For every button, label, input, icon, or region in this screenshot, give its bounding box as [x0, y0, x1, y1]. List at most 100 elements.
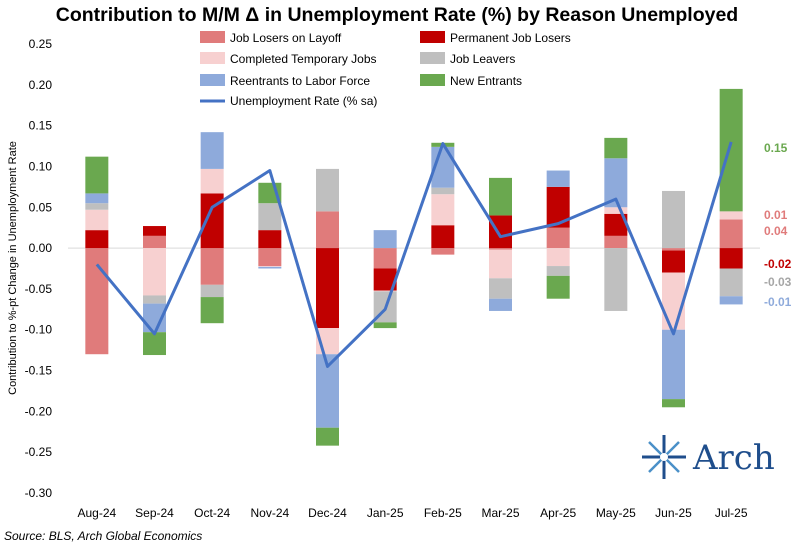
bar-segment	[719, 248, 743, 269]
bar-segment	[258, 230, 282, 249]
bar-segment	[373, 268, 397, 291]
legend-swatch	[200, 74, 225, 86]
legend-label: Reentrants to Labor Force	[230, 74, 370, 88]
y-tick-label: -0.25	[25, 445, 53, 459]
bar-segment	[143, 226, 166, 236]
x-tick-label: Jun-25	[655, 506, 692, 520]
bar-segment	[316, 427, 339, 446]
bar-segment	[719, 219, 743, 249]
unemployment-rate-line	[95, 141, 733, 368]
bar-segment	[373, 230, 397, 249]
bar-segment	[546, 248, 570, 267]
bar-segment	[373, 290, 397, 292]
bar-segment	[258, 266, 282, 269]
end-value-label: -0.03	[764, 275, 792, 289]
bar-segment	[662, 272, 685, 330]
legend-label: Job Leavers	[450, 52, 515, 66]
bar-segment	[489, 248, 512, 250]
y-tick-label: -0.20	[25, 404, 53, 418]
logo-text: Arch	[692, 438, 775, 478]
end-value-label: -0.02	[764, 257, 792, 271]
bar-segment	[316, 354, 339, 428]
bar-segment	[431, 225, 455, 249]
x-tick-label: Nov-24	[250, 506, 289, 520]
bar-segment	[546, 227, 570, 249]
x-tick-label: Feb-25	[424, 506, 462, 520]
y-tick-label: 0.10	[29, 159, 53, 173]
legend-label: Unemployment Rate (% sa)	[230, 94, 377, 108]
bar-segment	[604, 158, 628, 208]
legend-swatch	[200, 31, 225, 43]
chart-title: Contribution to M/M Δ in Unemployment Ra…	[56, 4, 738, 26]
bars	[85, 88, 743, 446]
bar-segment	[489, 298, 512, 311]
y-tick-label: 0.00	[29, 241, 53, 255]
legend-swatch	[420, 31, 445, 43]
x-tick-label: Apr-25	[540, 506, 576, 520]
bar-segment	[489, 215, 512, 249]
x-tick-label: Aug-24	[77, 506, 116, 520]
bar-segment	[662, 250, 685, 273]
end-value-label: 0.15	[764, 141, 788, 155]
y-tick-label: -0.05	[25, 282, 53, 296]
x-tick-label: Dec-24	[308, 506, 347, 520]
bar-segment	[316, 168, 339, 212]
bar-segment	[546, 266, 570, 276]
bar-segment	[85, 230, 109, 249]
bar-segment	[546, 170, 570, 187]
bar-segment	[85, 248, 109, 355]
y-tick-label: -0.10	[25, 323, 53, 337]
bar-segment	[143, 332, 166, 356]
end-value-label: -0.01	[764, 295, 792, 309]
legend-label: Job Losers on Layoff	[230, 31, 342, 45]
y-axis-label: Contribution to %-pt Change in Unemploym…	[7, 141, 19, 395]
bar-segment	[431, 194, 455, 226]
bar-segment	[200, 284, 224, 298]
bar-segment	[200, 297, 224, 324]
bar-segment	[85, 209, 109, 231]
legend-label: Completed Temporary Jobs	[230, 52, 377, 66]
bar-segment	[719, 268, 743, 297]
legend-swatch	[200, 52, 225, 64]
bar-segment	[258, 203, 282, 231]
bar-segment	[431, 248, 455, 255]
bar-segment	[662, 399, 685, 408]
bar-segment	[258, 266, 282, 267]
bar-segment	[604, 207, 628, 214]
bar-segment	[719, 211, 743, 220]
legend: Job Losers on Layoff Permanent Job Losers…	[200, 31, 571, 108]
x-tick-label: May-25	[596, 506, 636, 520]
bar-segment	[604, 213, 628, 236]
legend-label: Permanent Job Losers	[450, 31, 571, 45]
bar-segment	[373, 322, 397, 329]
bar-segment	[662, 248, 685, 251]
bar-segment	[489, 249, 512, 279]
end-value-label: 0.04	[764, 224, 788, 238]
bar-segment	[604, 248, 628, 311]
bar-segment	[85, 156, 109, 194]
end-value-label: 0.01	[764, 208, 788, 222]
bar-segment	[143, 235, 166, 249]
bar-segment	[489, 177, 512, 216]
x-tick-label: Oct-24	[194, 506, 230, 520]
y-tick-label: -0.30	[25, 486, 53, 500]
y-tick-label: -0.15	[25, 364, 53, 378]
unemployment-line	[95, 141, 733, 368]
bar-segment	[546, 186, 570, 228]
bar-segment	[546, 275, 570, 299]
bar-segment	[373, 248, 397, 269]
source-note: Source: BLS, Arch Global Economics	[4, 529, 202, 543]
end-labels: 0.15 0.01 0.04 -0.02 -0.03 -0.01	[764, 141, 792, 309]
x-axis-ticks: Aug-24 Sep-24 Oct-24 Nov-24 Dec-24 Jan-25 Feb-…	[77, 506, 747, 520]
bar-segment	[200, 193, 224, 249]
x-tick-label: Sep-24	[135, 506, 174, 520]
bar-segment	[604, 235, 628, 249]
bar-segment	[258, 248, 282, 267]
bar-segment	[85, 203, 109, 210]
arch-star-icon	[642, 435, 686, 479]
x-tick-label: Jan-25	[367, 506, 404, 520]
y-tick-label: 0.25	[29, 37, 53, 51]
legend-swatch	[420, 74, 445, 86]
y-tick-label: 0.15	[29, 119, 53, 133]
